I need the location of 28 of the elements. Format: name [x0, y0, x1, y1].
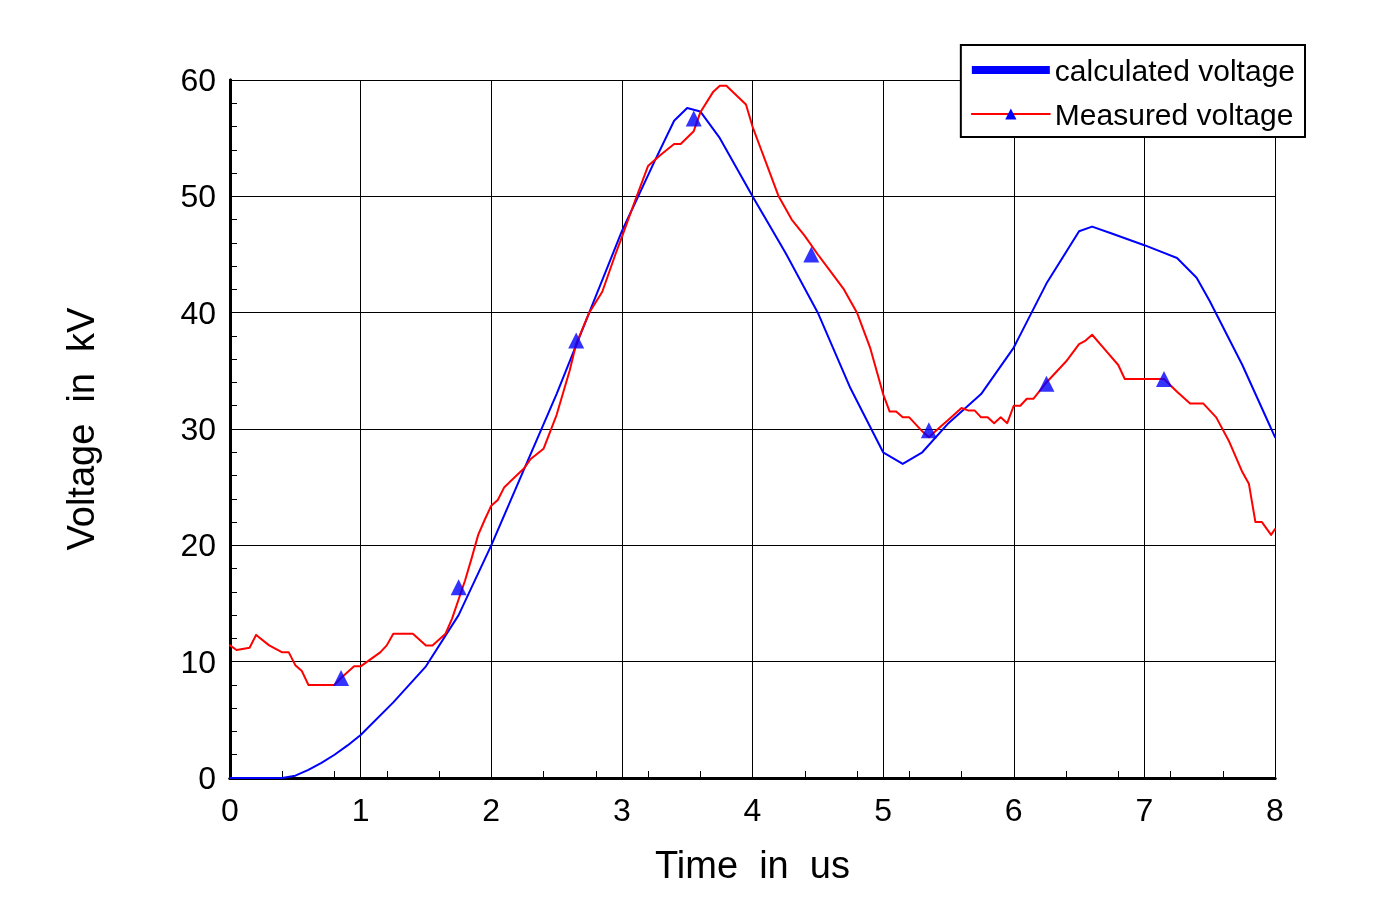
- point: [333, 669, 350, 686]
- y-tick-label: 20: [180, 527, 216, 564]
- y-axis-title: Voltage in kV: [60, 306, 102, 551]
- point: [1038, 375, 1055, 392]
- point: [920, 422, 937, 439]
- x-tick-label: 4: [743, 792, 762, 828]
- x-tick-label: 6: [1004, 792, 1023, 828]
- y-tick-label: 50: [180, 178, 216, 215]
- point: [568, 332, 585, 349]
- point: [685, 110, 702, 127]
- x-tick-label: 7: [1135, 792, 1154, 828]
- y-tick-label: 0: [198, 760, 216, 796]
- point: [1155, 370, 1172, 387]
- legend-label: Measured voltage: [1054, 97, 1294, 131]
- x-tick-label: 8: [1266, 792, 1284, 828]
- y-tick-label: 30: [180, 411, 216, 447]
- x-tick-label: 1: [351, 792, 370, 828]
- y-tick-label: 10: [180, 643, 216, 680]
- x-tick-label: 5: [874, 792, 893, 828]
- x-tick-label: 2: [482, 792, 501, 828]
- y-tick-label: 60: [180, 62, 216, 98]
- x-tick-label: 0: [221, 792, 239, 828]
- y-tick-label: 40: [180, 294, 216, 331]
- point: [450, 579, 467, 596]
- legend-label: calculated voltage: [1054, 53, 1296, 87]
- point: [803, 246, 820, 263]
- x-axis-title: Time in us: [655, 844, 850, 886]
- x-tick-label: 3: [612, 792, 631, 828]
